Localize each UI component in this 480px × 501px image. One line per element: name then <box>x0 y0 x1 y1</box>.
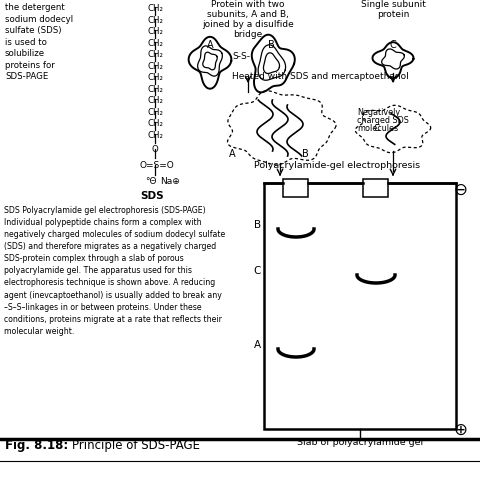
Text: B: B <box>254 220 261 230</box>
Text: SDS Polyacrylamide gel electrophoresis (SDS-PAGE)
Individual polypeptide chains : SDS Polyacrylamide gel electrophoresis (… <box>4 206 225 336</box>
Text: C: C <box>390 40 396 50</box>
Text: A: A <box>207 40 213 50</box>
Text: joined by a disulfide: joined by a disulfide <box>202 20 294 29</box>
Text: Polyacrylamide-gel electrophoresis: Polyacrylamide-gel electrophoresis <box>254 161 420 170</box>
Bar <box>363 179 388 197</box>
Text: °Θ: °Θ <box>145 176 156 185</box>
Text: charged SDS: charged SDS <box>357 116 409 125</box>
Text: CH₂: CH₂ <box>148 85 164 94</box>
Text: C: C <box>373 124 379 133</box>
Text: CH₂: CH₂ <box>148 108 164 117</box>
Text: Heated with SDS and mercaptoethanol: Heated with SDS and mercaptoethanol <box>232 72 408 81</box>
Bar <box>283 179 308 197</box>
Text: CH₂: CH₂ <box>148 50 164 59</box>
Text: A: A <box>228 149 235 159</box>
Text: B: B <box>301 149 308 159</box>
Text: CH₂: CH₂ <box>148 16 164 25</box>
Text: CH₂: CH₂ <box>148 119 164 128</box>
Text: bridge: bridge <box>233 30 263 39</box>
Text: A: A <box>254 340 261 350</box>
Text: Slab of polyacrylamide gel: Slab of polyacrylamide gel <box>297 438 423 447</box>
Text: Negatively: Negatively <box>357 108 400 117</box>
Text: subunits, A and B,: subunits, A and B, <box>207 10 289 19</box>
Text: CH₂: CH₂ <box>148 62 164 71</box>
Text: Principle of SDS-PAGE: Principle of SDS-PAGE <box>72 439 200 452</box>
Text: protein: protein <box>377 10 409 19</box>
Text: sulfate (SDS): sulfate (SDS) <box>5 26 61 35</box>
Text: CH₂: CH₂ <box>148 73 164 82</box>
Text: solubilize: solubilize <box>5 49 45 58</box>
Text: SDS: SDS <box>140 190 164 200</box>
Text: Na⊕: Na⊕ <box>160 176 180 185</box>
Text: B: B <box>268 40 275 50</box>
Text: proteins for: proteins for <box>5 61 55 70</box>
Text: CH₂: CH₂ <box>148 27 164 36</box>
Text: CH₂: CH₂ <box>148 130 164 139</box>
Text: the detergent: the detergent <box>5 3 65 12</box>
Text: Protein with two: Protein with two <box>211 0 285 9</box>
Text: Single subunit: Single subunit <box>360 0 425 9</box>
Text: CH₂: CH₂ <box>148 96 164 105</box>
Text: S-S-: S-S- <box>232 52 250 61</box>
Text: ⊕: ⊕ <box>453 421 467 439</box>
Text: Fig. 8.18:: Fig. 8.18: <box>5 439 68 452</box>
Text: C: C <box>253 266 261 276</box>
Text: SDS-PAGE: SDS-PAGE <box>5 72 48 81</box>
Bar <box>264 183 456 429</box>
Text: CH₂: CH₂ <box>148 4 164 13</box>
Text: CH₂: CH₂ <box>148 39 164 48</box>
Text: ⊖: ⊖ <box>453 181 467 199</box>
Text: is used to: is used to <box>5 38 47 47</box>
Text: sodium dodecyl: sodium dodecyl <box>5 15 73 24</box>
Text: O: O <box>152 144 159 153</box>
Text: molecules: molecules <box>357 124 398 133</box>
Text: O=S=O: O=S=O <box>140 160 175 169</box>
